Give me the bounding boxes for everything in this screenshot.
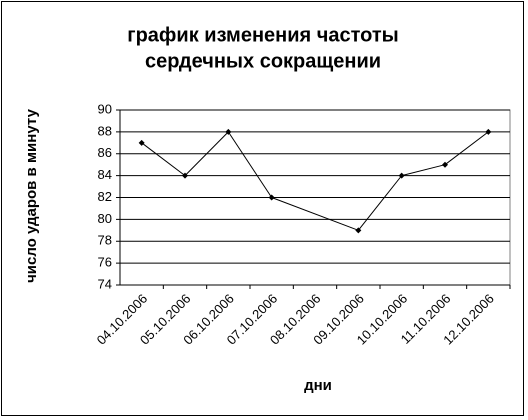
chart-title: график изменения частоты (127, 24, 398, 46)
line-segment (271, 197, 359, 231)
marker (225, 128, 232, 135)
y-tick-label: 86 (98, 145, 112, 160)
line-segment (444, 131, 489, 166)
marker (442, 161, 448, 168)
marker (138, 139, 145, 146)
y-tick-label: 78 (98, 233, 112, 248)
y-tick-label: 90 (98, 101, 112, 116)
x-axis-title: дни (304, 377, 332, 394)
y-tick-label: 74 (98, 276, 112, 291)
marker (182, 172, 188, 179)
chart-border (1, 1, 524, 416)
y-tick-label: 76 (98, 255, 112, 270)
chart-title: сердечных сокращении (145, 50, 381, 72)
line-segment (184, 131, 229, 176)
y-tick-label: 88 (98, 123, 112, 138)
marker (485, 128, 492, 135)
marker (355, 227, 362, 234)
y-tick-label: 84 (98, 167, 112, 182)
y-tick-label: 80 (98, 211, 112, 226)
marker (268, 194, 275, 201)
y-tick-label: 82 (98, 189, 112, 204)
line-segment (141, 142, 186, 177)
y-axis-title: число ударов в минуту (23, 108, 40, 282)
line-segment (357, 175, 403, 231)
marker (398, 172, 405, 179)
line-segment (401, 164, 446, 177)
line-segment (227, 131, 273, 198)
